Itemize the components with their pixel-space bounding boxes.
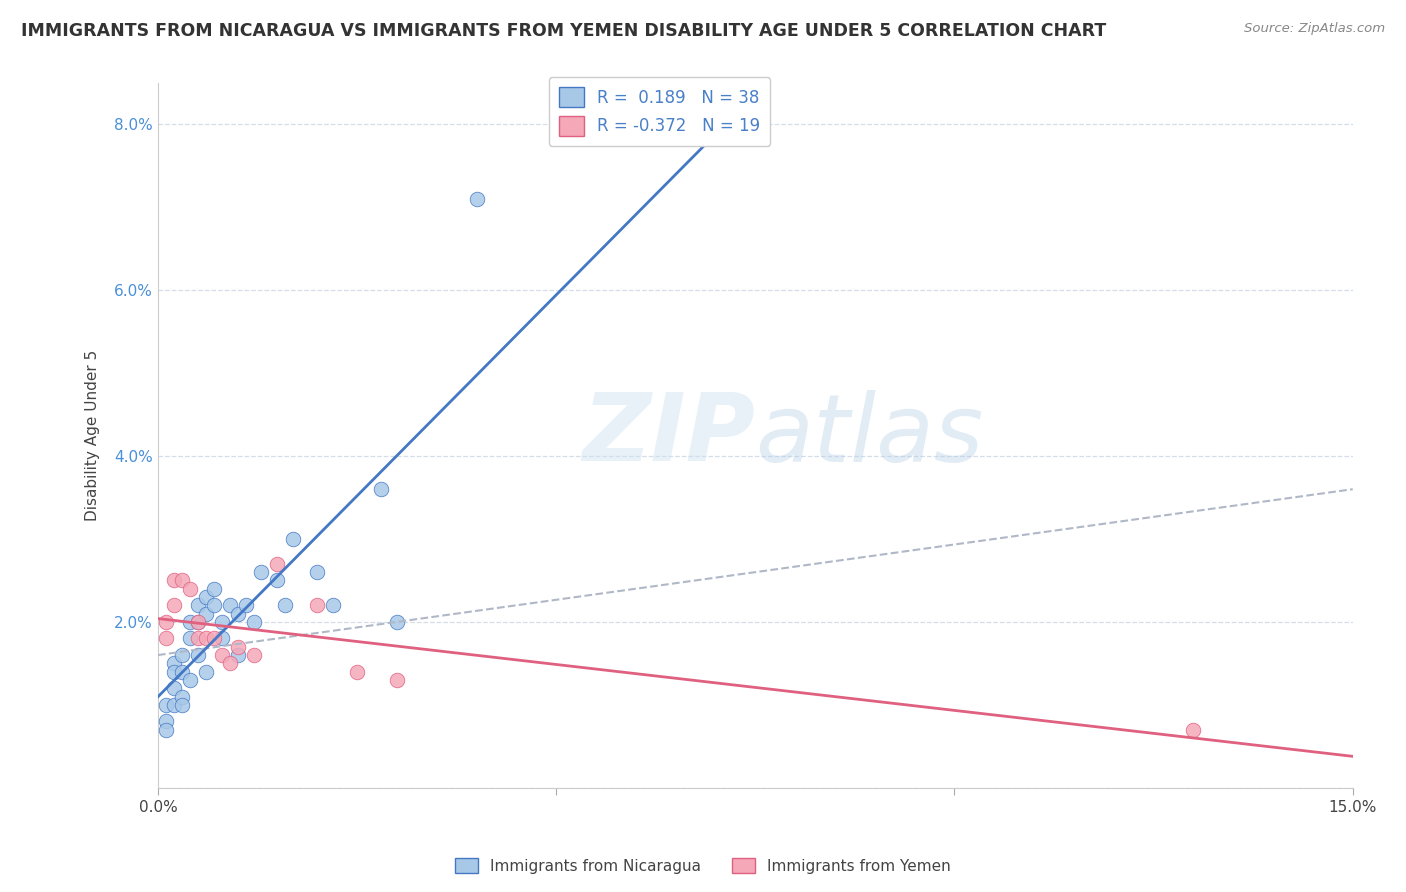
Point [187,615,209,629]
Text: IMMIGRANTS FROM NICARAGUA VS IMMIGRANTS FROM YEMEN DISABILITY AGE UNDER 5 CORREL: IMMIGRANTS FROM NICARAGUA VS IMMIGRANTS … [21,22,1107,40]
Point [266,574,288,588]
Point [218,657,240,671]
Point [187,648,209,662]
Point [385,615,408,629]
Point [155,698,177,712]
Point [202,632,225,646]
Point [211,648,233,662]
Point [211,632,233,646]
Point [194,607,217,621]
Point [163,681,186,696]
Point [155,615,177,629]
Point [163,574,186,588]
Point [226,640,249,654]
Text: atlas: atlas [755,390,984,481]
Point [179,582,201,596]
Point [170,648,193,662]
Point [307,565,329,579]
Point [274,599,297,613]
Point [218,599,240,613]
Point [163,599,186,613]
Point [307,599,329,613]
Text: Source: ZipAtlas.com: Source: ZipAtlas.com [1244,22,1385,36]
Point [170,574,193,588]
Point [163,657,186,671]
Point [163,698,186,712]
Point [170,690,193,704]
Point [179,673,201,687]
Point [170,698,193,712]
Point [194,632,217,646]
Point [283,532,305,546]
Point [226,648,249,662]
Point [155,714,177,729]
Y-axis label: Disability Age Under 5: Disability Age Under 5 [86,350,100,521]
Point [170,665,193,679]
Point [242,615,264,629]
Point [155,632,177,646]
Point [370,482,392,496]
Legend: Immigrants from Nicaragua, Immigrants from Yemen: Immigrants from Nicaragua, Immigrants fr… [449,852,957,880]
Point [187,599,209,613]
Point [235,599,257,613]
Point [194,590,217,604]
Point [202,599,225,613]
Point [187,632,209,646]
Point [385,673,408,687]
Point [226,607,249,621]
Legend: R =  0.189   N = 38, R = -0.372   N = 19: R = 0.189 N = 38, R = -0.372 N = 19 [548,77,770,146]
Point [346,665,368,679]
Point [242,648,264,662]
Point [266,557,288,571]
Point [163,665,186,679]
Point [155,723,177,737]
Point [194,665,217,679]
Point [322,599,344,613]
Text: ZIP: ZIP [582,389,755,482]
Point [179,632,201,646]
Point [202,582,225,596]
Point [187,615,209,629]
Point [211,615,233,629]
Point [1182,723,1205,737]
Point [465,192,488,206]
Point [179,615,201,629]
Point [250,565,273,579]
